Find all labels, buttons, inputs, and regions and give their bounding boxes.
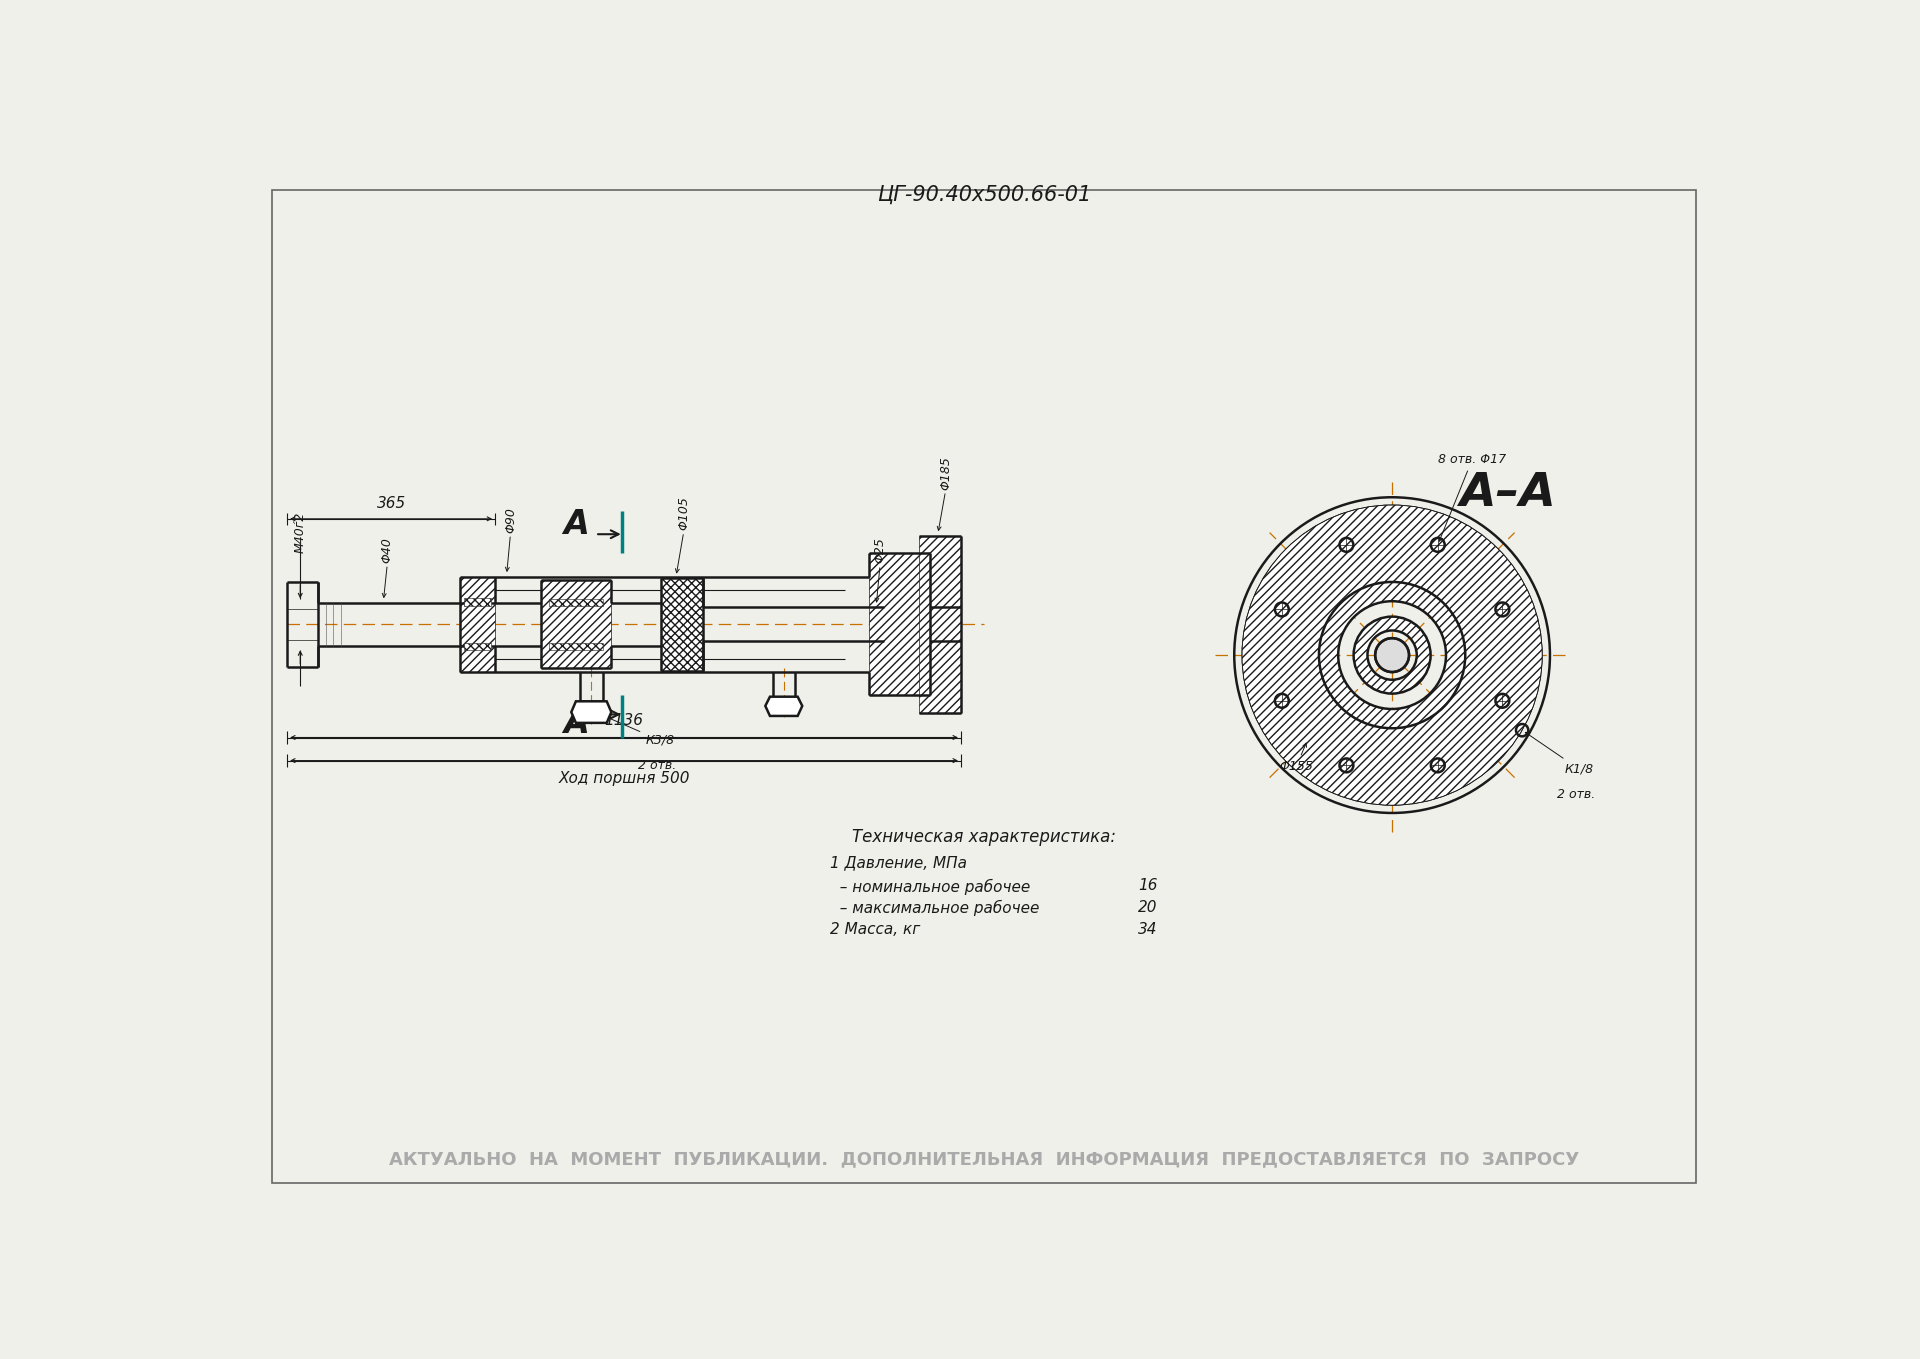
- Text: 365: 365: [376, 496, 405, 511]
- Text: Ход поршня 500: Ход поршня 500: [559, 771, 689, 786]
- Bar: [465, 598, 492, 606]
- Text: 2 отв.: 2 отв.: [1557, 788, 1596, 800]
- Text: Φ105: Φ105: [678, 496, 689, 530]
- Polygon shape: [766, 697, 803, 716]
- Text: 1136: 1136: [605, 713, 643, 728]
- Bar: [549, 599, 603, 606]
- Text: 2 отв.: 2 отв.: [637, 760, 676, 772]
- Text: M40ѓ2: M40ѓ2: [294, 511, 307, 553]
- Text: Φ90: Φ90: [503, 507, 516, 533]
- Bar: [918, 535, 960, 713]
- Text: 16: 16: [1139, 878, 1158, 893]
- Text: 20: 20: [1139, 900, 1158, 915]
- Text: А–А: А–А: [1459, 472, 1555, 516]
- Text: А: А: [563, 707, 589, 741]
- Text: Φ185: Φ185: [939, 455, 952, 489]
- Text: Техническая характеристика:: Техническая характеристика:: [852, 829, 1116, 847]
- Polygon shape: [572, 701, 611, 723]
- Text: ЦГ-90.40х500.66-01: ЦГ-90.40х500.66-01: [877, 185, 1091, 205]
- Text: Φ25: Φ25: [874, 538, 887, 564]
- Bar: [660, 578, 703, 670]
- Bar: [461, 576, 495, 673]
- Text: Φ40: Φ40: [380, 537, 394, 563]
- Bar: [465, 643, 492, 651]
- Text: 34: 34: [1139, 921, 1158, 936]
- Text: – максимальное рабочее: – максимальное рабочее: [829, 900, 1039, 916]
- Text: 1 Давление, МПа: 1 Давление, МПа: [829, 855, 968, 870]
- Text: – номинальное рабочее: – номинальное рабочее: [829, 878, 1031, 894]
- Text: 8 отв. Φ17: 8 отв. Φ17: [1438, 453, 1507, 541]
- Text: 2 Масса, кг: 2 Масса, кг: [829, 921, 920, 936]
- Text: К1/8: К1/8: [1524, 733, 1594, 776]
- Text: АКТУАЛЬНО  НА  МОМЕНТ  ПУБЛИКАЦИИ.  ДОПОЛНИТЕЛЬНАЯ  ИНФОРМАЦИЯ  ПРЕДОСТАВЛЯЕТСЯ : АКТУАЛЬНО НА МОМЕНТ ПУБЛИКАЦИИ. ДОПОЛНИТ…: [390, 1151, 1578, 1169]
- Circle shape: [1375, 639, 1409, 673]
- Text: К3/8: К3/8: [599, 713, 674, 746]
- Text: А: А: [563, 508, 589, 541]
- Bar: [868, 553, 929, 696]
- Bar: [549, 643, 603, 650]
- Bar: [541, 580, 611, 669]
- Text: Φ155: Φ155: [1279, 743, 1313, 773]
